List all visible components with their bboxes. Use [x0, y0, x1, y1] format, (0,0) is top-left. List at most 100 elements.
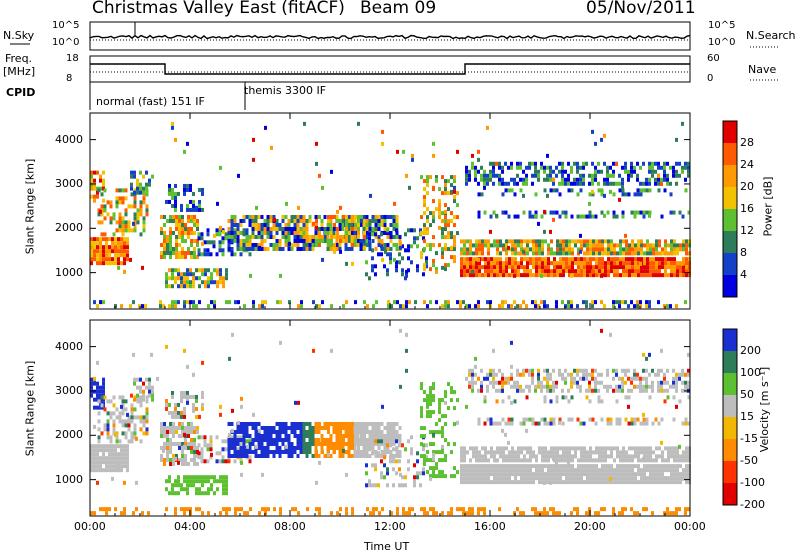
- data-cell: [556, 243, 559, 248]
- data-cell: [171, 304, 174, 309]
- data-cell: [315, 304, 318, 309]
- data-cell: [272, 449, 276, 454]
- data-cell: [380, 244, 383, 249]
- data-cell: [655, 239, 658, 244]
- data-cell: [667, 464, 670, 469]
- data-cell: [664, 273, 667, 278]
- data-cell: [117, 444, 120, 449]
- data-cell: [562, 458, 565, 463]
- data-cell: [260, 242, 264, 247]
- data-cell: [618, 421, 622, 426]
- data-cell: [663, 165, 666, 170]
- data-cell: [189, 187, 192, 192]
- data-cell: [544, 446, 547, 451]
- data-cell: [642, 507, 645, 512]
- data-cell: [181, 453, 184, 458]
- data-cell: [505, 464, 508, 469]
- data-cell: [392, 447, 395, 452]
- data-cell: [466, 464, 469, 469]
- data-cell: [511, 269, 514, 274]
- data-cell: [371, 483, 374, 488]
- data-cell: [615, 399, 619, 404]
- data-cell: [93, 468, 96, 473]
- data-cell: [243, 304, 246, 309]
- data-cell: [139, 395, 143, 400]
- data-cell: [233, 218, 237, 223]
- data-cell: [181, 214, 184, 219]
- data-cell: [505, 257, 508, 262]
- data-cell: [96, 245, 99, 250]
- data-cell: [663, 376, 666, 381]
- data-cell: [493, 257, 496, 262]
- data-cell: [159, 300, 162, 305]
- data-cell: [592, 468, 595, 473]
- data-cell: [315, 225, 318, 230]
- data-cell: [305, 445, 309, 450]
- data-cell: [618, 376, 621, 381]
- data-cell: [489, 214, 493, 219]
- data-cell: [195, 414, 198, 419]
- data-cell: [522, 511, 525, 516]
- data-cell: [321, 300, 324, 305]
- data-cell: [613, 458, 616, 463]
- data-cell: [239, 252, 243, 257]
- data-cell: [93, 237, 96, 242]
- data-cell: [429, 476, 432, 481]
- data-cell: [389, 455, 392, 460]
- data-cell: [535, 251, 538, 256]
- data-cell: [496, 257, 499, 262]
- data-cell: [639, 376, 642, 381]
- data-cell: [227, 459, 231, 464]
- data-cell: [171, 284, 174, 289]
- data-cell: [643, 472, 646, 477]
- data-cell: [332, 230, 336, 235]
- data-cell: [607, 247, 610, 252]
- data-cell: [514, 247, 517, 252]
- data-cell: [658, 476, 661, 481]
- data-cell: [685, 273, 688, 278]
- data-cell: [219, 404, 222, 409]
- data-cell: [489, 173, 492, 178]
- data-cell: [675, 372, 678, 377]
- data-cell: [260, 433, 264, 438]
- data-cell: [177, 491, 180, 496]
- data-cell: [550, 476, 553, 481]
- data-cell: [520, 480, 523, 485]
- data-cell: [317, 453, 321, 458]
- data-cell: [187, 421, 190, 426]
- data-cell: [522, 421, 526, 426]
- data-cell: [637, 472, 640, 477]
- data-cell: [294, 400, 297, 405]
- data-cell: [577, 273, 580, 278]
- data-cell: [514, 450, 517, 455]
- data-cell: [595, 247, 598, 252]
- data-cell: [528, 388, 531, 393]
- data-cell: [100, 403, 104, 408]
- data-cell: [502, 464, 505, 469]
- data-cell: [381, 404, 384, 409]
- data-cell: [227, 453, 231, 458]
- data-cell: [637, 243, 640, 248]
- data-cell: [642, 214, 646, 219]
- data-cell: [541, 251, 544, 256]
- data-cell: [102, 460, 105, 465]
- data-cell: [516, 388, 519, 393]
- data-cell: [684, 161, 687, 166]
- data-cell: [594, 214, 598, 219]
- data-cell: [625, 265, 628, 270]
- data-cell: [622, 265, 625, 270]
- data-cell: [634, 261, 637, 266]
- data-cell: [317, 226, 321, 231]
- data-cell: [344, 425, 348, 430]
- data-cell: [636, 304, 639, 309]
- data-cell: [96, 249, 99, 254]
- data-cell: [562, 239, 565, 244]
- data-cell: [499, 446, 502, 451]
- data-cell: [552, 388, 555, 393]
- data-cell: [432, 452, 435, 457]
- data-cell: [496, 464, 499, 469]
- data-cell: [619, 247, 622, 252]
- data-cell: [480, 177, 483, 182]
- data-cell: [538, 269, 541, 274]
- data-cell: [426, 231, 429, 236]
